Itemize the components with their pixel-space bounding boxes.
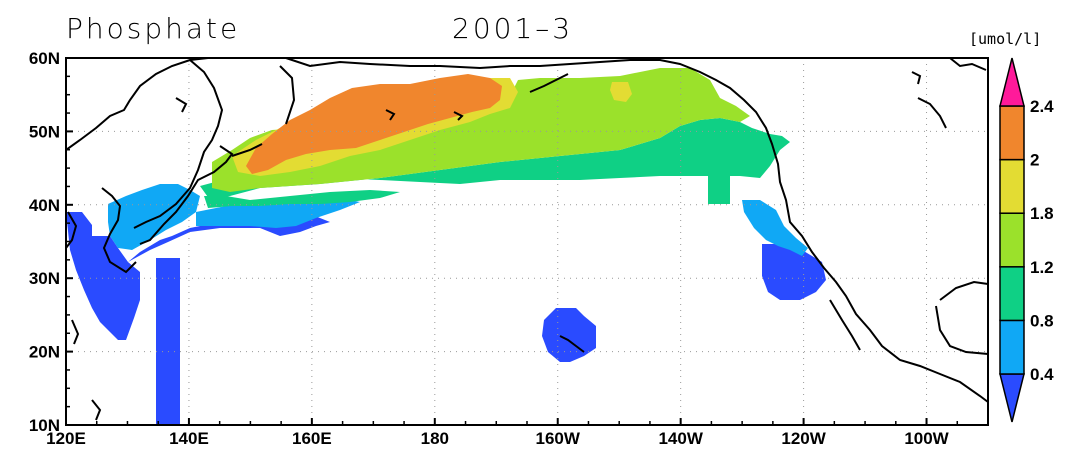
x-tick-label: 180 [421, 429, 449, 448]
x-tick-label: 100W [904, 429, 949, 448]
colorbar-label: 1.2 [1030, 258, 1054, 277]
map-date: 2001–3 [452, 12, 574, 45]
colorbar-label: 2 [1030, 151, 1039, 170]
y-tick-label: 30N [29, 269, 60, 288]
x-tick-label: 140W [658, 429, 703, 448]
field-layer [66, 68, 826, 425]
colorbar-label: 0.8 [1030, 311, 1054, 330]
y-tick-label: 50N [29, 122, 60, 141]
colorbar-segment [999, 105, 1025, 161]
colorbar-units: [umol/l] [969, 30, 1042, 48]
y-tick-label: 60N [29, 49, 60, 68]
x-tick-label: 160E [292, 429, 332, 448]
field-band-0.4 [66, 210, 826, 425]
map-title: Phosphate [66, 12, 241, 45]
colorbar-segment [999, 212, 1025, 268]
colorbar-triangle-low [999, 373, 1025, 423]
y-tick-label: 40N [29, 196, 60, 215]
colorbar-segment [999, 319, 1025, 375]
y-tick-label: 10N [29, 416, 60, 435]
field-band-0.8 [108, 184, 808, 256]
graticule [66, 58, 988, 425]
colorbar-label: 2.4 [1030, 97, 1054, 116]
x-tick-label: 120W [781, 429, 826, 448]
colorbar-label: 1.8 [1030, 204, 1054, 223]
coastlines [65, 57, 989, 403]
x-tick-label: 120E [46, 429, 86, 448]
colorbar-segment [999, 266, 1025, 322]
islands [71, 71, 922, 421]
y-tick-label: 20N [29, 343, 60, 362]
colorbar-triangle-high [999, 57, 1025, 107]
colorbar-segment [999, 158, 1025, 214]
colorbar-label: 0.4 [1030, 365, 1054, 384]
x-tick-label: 140E [169, 429, 209, 448]
field-band-2.4 [246, 74, 502, 174]
x-tick-label: 160W [536, 429, 581, 448]
x-axis: 120E 140E 160E 180 160W 140W 120W 100W [46, 418, 959, 448]
y-axis: 60N 50N 40N 30N 20N 10N [29, 49, 73, 435]
colorbar: 0.4 0.8 1.2 1.8 2 2.4 [999, 57, 1054, 423]
